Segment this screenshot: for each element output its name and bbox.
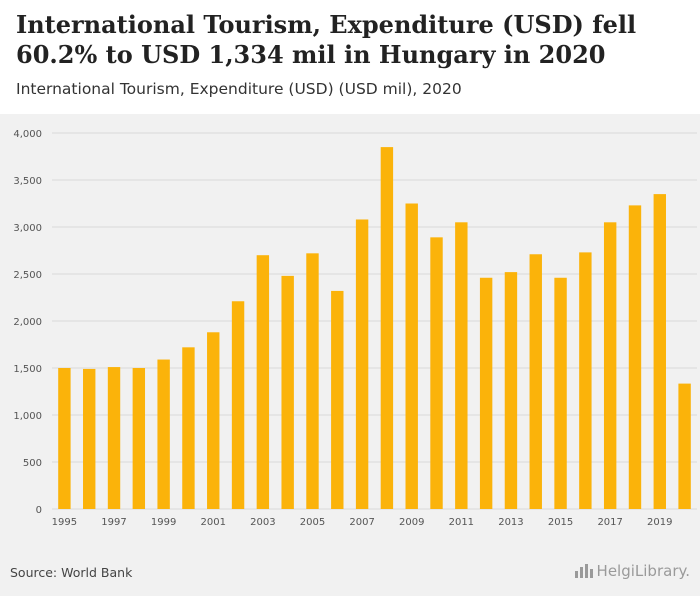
bar-2006 bbox=[331, 290, 344, 509]
x-tick-label: 2003 bbox=[250, 517, 275, 528]
bar-1999 bbox=[157, 359, 170, 509]
y-tick-label: 1,500 bbox=[13, 364, 42, 375]
library-icon bbox=[574, 564, 593, 578]
bar-1997 bbox=[107, 367, 121, 509]
chart-title: International Tourism, Expenditure (USD)… bbox=[16, 10, 637, 69]
bar-2009 bbox=[405, 203, 418, 509]
bar-2019 bbox=[653, 194, 666, 509]
x-tick-label: 1995 bbox=[52, 517, 77, 528]
bar-2018 bbox=[628, 205, 642, 509]
bar-2007 bbox=[355, 219, 369, 509]
y-tick-label: 3,000 bbox=[13, 223, 42, 234]
helgi-library-logo: HelgiLibrary. bbox=[574, 562, 690, 580]
x-tick-label: 2007 bbox=[349, 517, 374, 528]
bar-1996 bbox=[83, 368, 96, 509]
y-tick-label: 0 bbox=[36, 505, 42, 516]
y-tick-label: 500 bbox=[23, 458, 42, 469]
x-tick-label: 2017 bbox=[597, 517, 622, 528]
bar-2017 bbox=[603, 222, 617, 510]
x-tick-label: 2001 bbox=[201, 517, 226, 528]
x-tick-label: 2019 bbox=[647, 517, 672, 528]
bar-2015 bbox=[554, 277, 567, 509]
x-tick-label: 1997 bbox=[101, 517, 126, 528]
bar-2000 bbox=[182, 347, 195, 509]
x-tick-label: 2013 bbox=[498, 517, 523, 528]
y-tick-label: 1,000 bbox=[13, 411, 42, 422]
x-tick-label: 2005 bbox=[300, 517, 325, 528]
chart-subtitle: International Tourism, Expenditure (USD)… bbox=[16, 80, 462, 98]
bar-2002 bbox=[231, 301, 245, 509]
bar-2003 bbox=[256, 255, 270, 509]
bar-1995 bbox=[58, 368, 71, 509]
bar-chart: 0 500 1,000 1,500 2,000 2,500 3,000 3,500 4,000 1… bbox=[13, 129, 697, 528]
y-tick-label: 2,500 bbox=[13, 270, 42, 281]
y-tick-label: 3,500 bbox=[13, 176, 42, 187]
bar-2014 bbox=[529, 254, 542, 509]
y-tick-label: 2,000 bbox=[13, 317, 42, 328]
x-tick-label: 1999 bbox=[151, 517, 176, 528]
bar-2012 bbox=[479, 277, 493, 509]
bar-2005 bbox=[306, 253, 319, 509]
bar-1998 bbox=[132, 368, 146, 509]
x-tick-label: 2009 bbox=[399, 517, 424, 528]
bar-2013 bbox=[504, 272, 518, 509]
bar-2011 bbox=[455, 222, 468, 510]
bar-2010 bbox=[430, 237, 443, 509]
bar-2004 bbox=[281, 275, 294, 509]
bar-2020 bbox=[678, 383, 691, 509]
bar-2008 bbox=[380, 147, 394, 509]
logo-text: HelgiLibrary. bbox=[596, 562, 690, 580]
bar-2016 bbox=[579, 252, 592, 509]
source-note: Source: World Bank bbox=[10, 565, 133, 580]
x-tick-label: 2015 bbox=[548, 517, 573, 528]
x-tick-label: 2011 bbox=[449, 517, 474, 528]
y-tick-label: 4,000 bbox=[13, 129, 42, 140]
bar-2001 bbox=[207, 332, 220, 509]
